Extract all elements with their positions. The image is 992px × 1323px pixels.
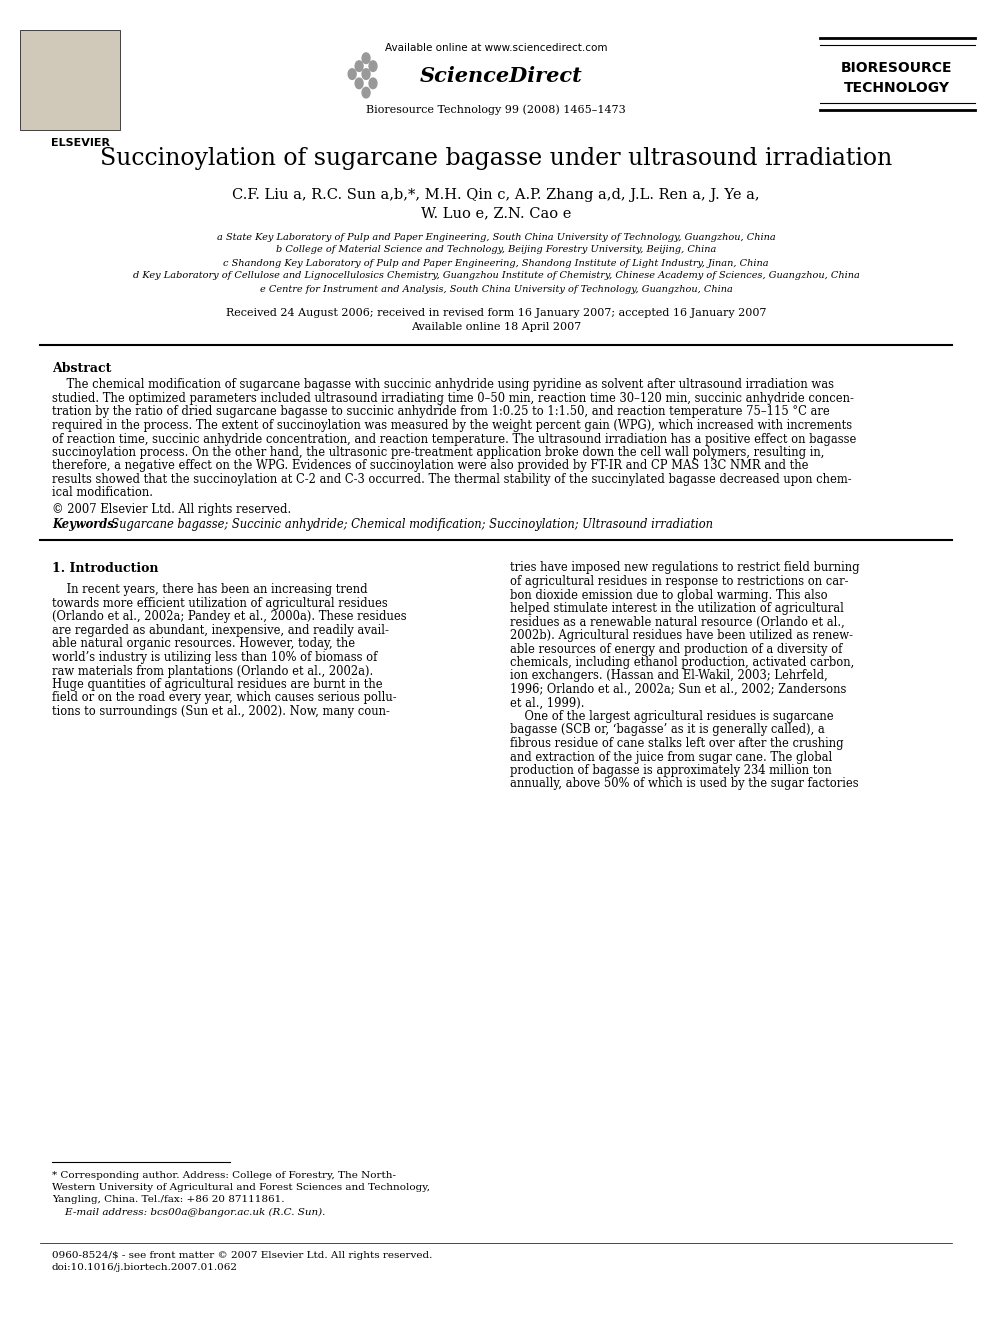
Text: ical modification.: ical modification. [52,487,153,500]
Text: therefore, a negative effect on the WPG. Evidences of succinoylation were also p: therefore, a negative effect on the WPG.… [52,459,808,472]
Text: 1996; Orlando et al., 2002a; Sun et al., 2002; Zandersons: 1996; Orlando et al., 2002a; Sun et al.,… [510,683,846,696]
Text: and extraction of the juice from sugar cane. The global: and extraction of the juice from sugar c… [510,750,832,763]
Text: Western University of Agricultural and Forest Sciences and Technology,: Western University of Agricultural and F… [52,1184,430,1192]
Text: Received 24 August 2006; received in revised form 16 January 2007; accepted 16 J: Received 24 August 2006; received in rev… [226,308,766,318]
Text: are regarded as abundant, inexpensive, and readily avail-: are regarded as abundant, inexpensive, a… [52,624,389,636]
Text: ScienceDirect: ScienceDirect [420,66,582,86]
Circle shape [369,61,377,71]
Text: Yangling, China. Tel./fax: +86 20 87111861.: Yangling, China. Tel./fax: +86 20 871118… [52,1196,285,1204]
Text: doi:10.1016/j.biortech.2007.01.062: doi:10.1016/j.biortech.2007.01.062 [52,1262,238,1271]
Text: Keywords:: Keywords: [52,519,118,532]
Text: Sugarcane bagasse; Succinic anhydride; Chemical modification; Succinoylation; Ul: Sugarcane bagasse; Succinic anhydride; C… [104,519,713,532]
Text: d Key Laboratory of Cellulose and Lignocellulosics Chemistry, Guangzhou Institut: d Key Laboratory of Cellulose and Lignoc… [133,271,859,280]
Text: of reaction time, succinic anhydride concentration, and reaction temperature. Th: of reaction time, succinic anhydride con… [52,433,856,446]
Circle shape [348,69,356,79]
Text: 1. Introduction: 1. Introduction [52,561,159,574]
Text: production of bagasse is approximately 234 million ton: production of bagasse is approximately 2… [510,763,831,777]
Text: residues as a renewable natural resource (Orlando et al.,: residues as a renewable natural resource… [510,615,845,628]
Text: BIORESOURCE: BIORESOURCE [841,61,952,75]
Text: Abstract: Abstract [52,361,111,374]
Text: succinoylation process. On the other hand, the ultrasonic pre-treatment applicat: succinoylation process. On the other han… [52,446,824,459]
Circle shape [362,87,370,98]
Text: Available online 18 April 2007: Available online 18 April 2007 [411,321,581,332]
Text: of agricultural residues in response to restrictions on car-: of agricultural residues in response to … [510,576,848,587]
Text: e Centre for Instrument and Analysis, South China University of Technology, Guan: e Centre for Instrument and Analysis, So… [260,284,732,294]
Text: One of the largest agricultural residues is sugarcane: One of the largest agricultural residues… [510,710,833,722]
Text: tries have imposed new regulations to restrict field burning: tries have imposed new regulations to re… [510,561,860,574]
Text: fibrous residue of cane stalks left over after the crushing: fibrous residue of cane stalks left over… [510,737,843,750]
Text: a State Key Laboratory of Pulp and Paper Engineering, South China University of : a State Key Laboratory of Pulp and Paper… [216,233,776,242]
Text: towards more efficient utilization of agricultural residues: towards more efficient utilization of ag… [52,597,388,610]
Text: able natural organic resources. However, today, the: able natural organic resources. However,… [52,638,355,651]
Circle shape [355,78,363,89]
Text: studied. The optimized parameters included ultrasound irradiating time 0–50 min,: studied. The optimized parameters includ… [52,392,854,405]
Text: ELSEVIER: ELSEVIER [51,138,109,148]
Circle shape [369,78,377,89]
Text: TECHNOLOGY: TECHNOLOGY [844,81,950,95]
Text: E-mail address: bcs00a@bangor.ac.uk (R.C. Sun).: E-mail address: bcs00a@bangor.ac.uk (R.C… [52,1208,325,1217]
Text: raw materials from plantations (Orlando et al., 2002a).: raw materials from plantations (Orlando … [52,664,373,677]
Text: c Shandong Key Laboratory of Pulp and Paper Engineering, Shandong Institute of L: c Shandong Key Laboratory of Pulp and Pa… [223,258,769,267]
Text: © 2007 Elsevier Ltd. All rights reserved.: © 2007 Elsevier Ltd. All rights reserved… [52,503,292,516]
Text: annually, above 50% of which is used by the sugar factories: annually, above 50% of which is used by … [510,778,859,791]
Text: required in the process. The extent of succinoylation was measured by the weight: required in the process. The extent of s… [52,419,852,433]
Text: world’s industry is utilizing less than 10% of biomass of: world’s industry is utilizing less than … [52,651,377,664]
FancyBboxPatch shape [20,30,120,130]
Circle shape [362,69,370,79]
Text: field or on the road every year, which causes serious pollu-: field or on the road every year, which c… [52,692,397,705]
Circle shape [355,61,363,71]
Text: tions to surroundings (Sun et al., 2002). Now, many coun-: tions to surroundings (Sun et al., 2002)… [52,705,390,718]
Text: 2002b). Agricultural residues have been utilized as renew-: 2002b). Agricultural residues have been … [510,628,853,642]
Text: Succinoylation of sugarcane bagasse under ultrasound irradiation: Succinoylation of sugarcane bagasse unde… [100,147,892,169]
Text: helped stimulate interest in the utilization of agricultural: helped stimulate interest in the utiliza… [510,602,844,615]
Text: Bioresource Technology 99 (2008) 1465–1473: Bioresource Technology 99 (2008) 1465–14… [366,105,626,115]
Text: ion exchangers. (Hassan and El-Wakil, 2003; Lehrfeld,: ion exchangers. (Hassan and El-Wakil, 20… [510,669,827,683]
Text: Huge quantities of agricultural residues are burnt in the: Huge quantities of agricultural residues… [52,677,383,691]
Text: chemicals, including ethanol production, activated carbon,: chemicals, including ethanol production,… [510,656,854,669]
Text: b College of Material Science and Technology, Beijing Forestry University, Beiji: b College of Material Science and Techno… [276,246,716,254]
Text: C.F. Liu a, R.C. Sun a,b,*, M.H. Qin c, A.P. Zhang a,d, J.L. Ren a, J. Ye a,: C.F. Liu a, R.C. Sun a,b,*, M.H. Qin c, … [232,188,760,202]
Text: W. Luo e, Z.N. Cao e: W. Luo e, Z.N. Cao e [421,206,571,220]
Text: * Corresponding author. Address: College of Forestry, The North-: * Corresponding author. Address: College… [52,1171,396,1180]
Text: bon dioxide emission due to global warming. This also: bon dioxide emission due to global warmi… [510,589,827,602]
Text: (Orlando et al., 2002a; Pandey et al., 2000a). These residues: (Orlando et al., 2002a; Pandey et al., 2… [52,610,407,623]
Text: bagasse (SCB or, ‘bagasse’ as it is generally called), a: bagasse (SCB or, ‘bagasse’ as it is gene… [510,724,824,737]
Text: results showed that the succinoylation at C-2 and C-3 occurred. The thermal stab: results showed that the succinoylation a… [52,474,851,486]
Text: et al., 1999).: et al., 1999). [510,696,584,709]
Text: Available online at www.sciencedirect.com: Available online at www.sciencedirect.co… [385,44,607,53]
Text: able resources of energy and production of a diversity of: able resources of energy and production … [510,643,842,655]
Text: The chemical modification of sugarcane bagasse with succinic anhydride using pyr: The chemical modification of sugarcane b… [52,378,834,392]
Text: In recent years, there has been an increasing trend: In recent years, there has been an incre… [52,583,368,597]
Text: 0960-8524/$ - see front matter © 2007 Elsevier Ltd. All rights reserved.: 0960-8524/$ - see front matter © 2007 El… [52,1250,433,1259]
Circle shape [362,53,370,64]
Text: tration by the ratio of dried sugarcane bagasse to succinic anhydride from 1:0.2: tration by the ratio of dried sugarcane … [52,406,829,418]
